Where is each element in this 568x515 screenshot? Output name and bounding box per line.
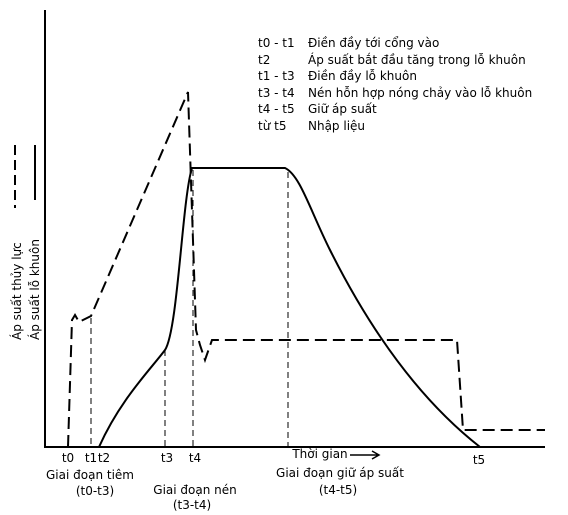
hydraulic-pressure-curve — [67, 91, 545, 448]
legend-text: Nén hỗn hợp nóng chảy vào lỗ khuôn — [308, 86, 532, 100]
legend-text: Điền đầy lỗ khuôn — [308, 69, 417, 83]
guide-lines — [90, 170, 289, 447]
time-mark: t1 — [85, 451, 97, 465]
legend-key: t4 - t5 — [258, 102, 295, 116]
legend-key: t2 — [258, 53, 270, 67]
phase-range: (t0-t3) — [76, 484, 114, 498]
time-mark: t5 — [473, 453, 485, 467]
legend: t0 - t1 Điền đầy tới cổng vào t2 Áp suất… — [258, 36, 532, 133]
legend-text: Giữ áp suất — [308, 102, 377, 116]
time-mark: t4 — [189, 451, 201, 465]
arrow — [350, 450, 381, 460]
phase-range: (t4-t5) — [319, 483, 357, 497]
phase-name: Giai đoạn nén — [153, 483, 236, 497]
x-label: Thời gian — [291, 447, 347, 461]
time-marks: t0 t1 t2 t3 t4 t5 Thời gian — [62, 447, 485, 467]
legend-key: t3 - t4 — [258, 86, 295, 100]
time-mark: t3 — [161, 451, 173, 465]
time-mark: t0 — [62, 451, 74, 465]
phases: Giai đoạn tiêm (t0-t3) Giai đoạn nén (t3… — [46, 466, 404, 512]
time-mark: t2 — [98, 451, 110, 465]
legend-text: Áp suất bắt đầu tăng trong lỗ khuôn — [308, 52, 526, 67]
legend-key: t1 - t3 — [258, 69, 295, 83]
phase-name: Giai đoạn tiêm — [46, 468, 134, 482]
legend-text: Điền đầy tới cổng vào — [308, 36, 439, 50]
phase-name: Giai đoạn giữ áp suất — [276, 466, 404, 480]
phase-range: (t3-t4) — [173, 498, 211, 512]
y-label: Áp suất lỗ khuôn — [27, 239, 42, 340]
legend-key: t0 - t1 — [258, 36, 295, 50]
legend-key: từ t5 — [258, 119, 286, 133]
cavity-pressure-curve — [98, 167, 481, 448]
axes — [44, 10, 545, 448]
y-label: Áp suất thủy lực — [9, 242, 24, 340]
legend-text: Nhập liệu — [308, 119, 365, 133]
